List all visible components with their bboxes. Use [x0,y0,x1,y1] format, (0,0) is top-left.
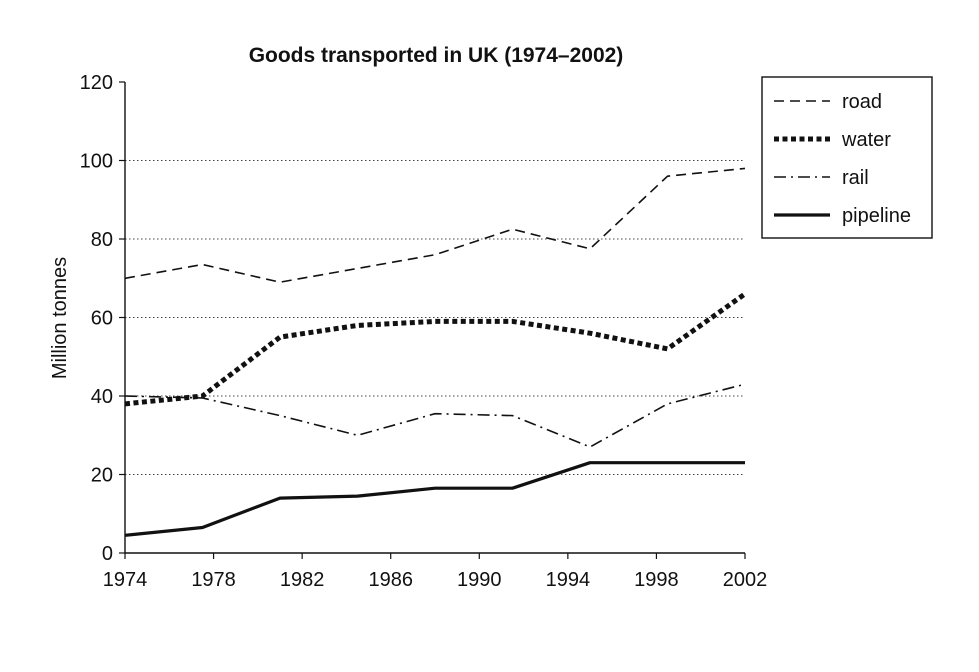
legend: road water rail pipeline [761,76,933,239]
axes [119,81,746,559]
series-layer [124,167,747,537]
series-line-road [124,167,746,284]
x-tick-label-5: 1994 [546,569,591,591]
x-tick-label-2: 1982 [280,569,325,591]
series-line-pipeline [124,461,745,537]
tick-labels: 0 20 40 60 80 100 120 1974 1978 1982 1986 1990 1994 1… [80,72,768,591]
x-tick-label-0: 1974 [103,569,148,591]
y-tick-label-4: 80 [91,229,113,251]
y-tick-label-1: 20 [91,465,113,487]
legend-label-water: water [841,129,891,151]
x-tick-label-1: 1978 [191,569,236,591]
legend-label-road: road [842,91,882,113]
x-tick-label-7: 2002 [723,569,768,591]
grid [125,160,745,475]
legend-box [761,76,933,239]
y-tick-label-0: 0 [102,543,113,565]
legend-label-pipeline: pipeline [842,205,911,227]
x-tick-label-4: 1990 [457,569,502,591]
legend-label-rail: rail [842,167,869,189]
y-axis-label: Million tonnes [49,257,71,379]
series-line-rail [124,383,746,448]
x-tick-label-6: 1998 [634,569,679,591]
y-tick-label-3: 60 [91,308,113,330]
y-tick-label-2: 40 [91,386,113,408]
chart-title: Goods transported in UK (1974–2002) [249,44,624,67]
series-line-water [124,291,747,407]
y-tick-label-6: 120 [80,72,113,94]
y-tick-label-5: 100 [80,151,113,173]
x-tick-label-3: 1986 [368,569,413,591]
